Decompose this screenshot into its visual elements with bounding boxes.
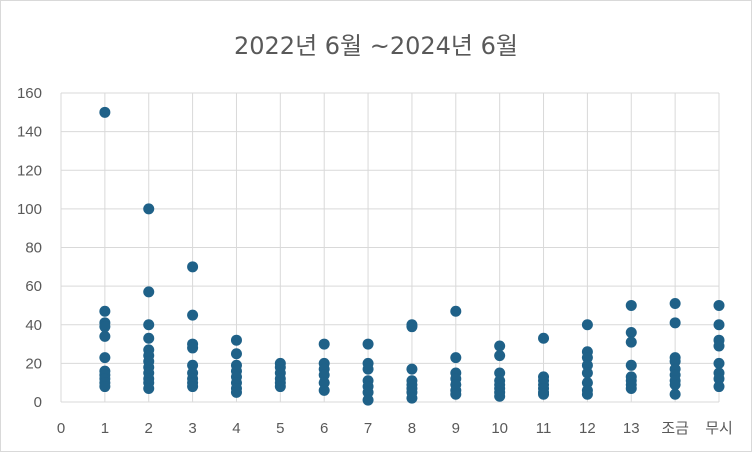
data-point [494,367,506,379]
data-point [494,390,506,402]
data-point [406,363,418,375]
data-point [494,340,506,352]
data-point [362,363,374,375]
data-point [406,392,418,404]
x-tick-label: 조금 [661,420,689,437]
data-point [669,317,681,329]
data-point [581,359,593,371]
data-point [362,386,374,398]
x-tick-label: 7 [364,420,372,437]
y-tick-labels: 0 20 40 60 80 100 120 140 160 [17,85,42,411]
data-point [669,355,681,367]
data-points [99,106,725,406]
data-point [669,388,681,400]
data-point [713,319,725,331]
y-tick-label: 160 [17,85,42,102]
data-point [450,305,462,317]
data-point [538,388,550,400]
data-point [625,299,637,311]
data-point [625,326,637,338]
data-point [625,382,637,394]
data-point [625,336,637,348]
data-point [450,352,462,364]
data-point [581,388,593,400]
data-point [99,106,111,118]
y-tick-label: 120 [17,162,42,179]
data-point [187,261,199,273]
x-tick-label: 0 [57,420,65,437]
data-point [669,298,681,310]
data-point [230,348,242,360]
data-point [99,305,111,317]
data-point [187,381,199,393]
x-tick-label: 12 [579,420,596,437]
data-point [581,352,593,364]
data-point [538,332,550,344]
x-tick-labels: 0 1 2 3 4 5 6 7 8 9 10 11 12 13 조금 무시 [57,420,733,437]
gridlines [60,92,720,403]
data-point [230,386,242,398]
data-point [713,340,725,352]
x-tick-label: 1 [101,420,109,437]
data-point [362,338,374,350]
data-point [99,352,111,364]
data-point [713,357,725,369]
chart-title: 2022년 6월 ~2024년 6월 [233,32,518,60]
y-tick-label: 40 [25,317,42,334]
data-point [187,309,199,321]
data-point [143,203,155,215]
x-tick-label: 3 [188,420,196,437]
data-point [318,377,330,389]
x-tick-label: 13 [623,420,640,437]
y-tick-label: 0 [34,394,42,411]
data-point [143,319,155,331]
x-tick-label: 4 [232,420,240,437]
x-tick-label: 9 [452,420,460,437]
data-point [581,367,593,379]
data-point [318,384,330,396]
data-point [274,381,286,393]
data-point [143,382,155,394]
y-tick-label: 80 [25,240,42,257]
data-point [99,381,111,393]
y-tick-label: 20 [25,355,42,372]
x-tick-label: 2 [145,420,153,437]
data-point [450,388,462,400]
data-point [143,332,155,344]
x-tick-label: 10 [491,420,508,437]
y-tick-label: 60 [25,278,42,295]
data-point [406,321,418,333]
data-point [99,321,111,333]
x-tick-label: 11 [536,420,552,437]
data-point [625,359,637,371]
data-point [494,350,506,362]
data-point [187,359,199,371]
x-tick-label: 5 [276,420,284,437]
data-point [713,381,725,393]
data-point [99,330,111,342]
data-point [713,299,725,311]
data-point [581,377,593,389]
data-point [318,369,330,381]
x-tick-label: 8 [408,420,416,437]
data-point [713,373,725,385]
data-point [581,319,593,331]
data-point [362,394,374,406]
y-tick-label: 100 [17,201,42,218]
data-point [143,286,155,298]
data-point [230,334,242,346]
data-point [318,338,330,350]
data-point [669,379,681,391]
x-tick-label: 무시 [705,420,733,437]
y-tick-label: 140 [17,124,42,141]
x-tick-label: 6 [320,420,328,437]
data-point [187,342,199,354]
